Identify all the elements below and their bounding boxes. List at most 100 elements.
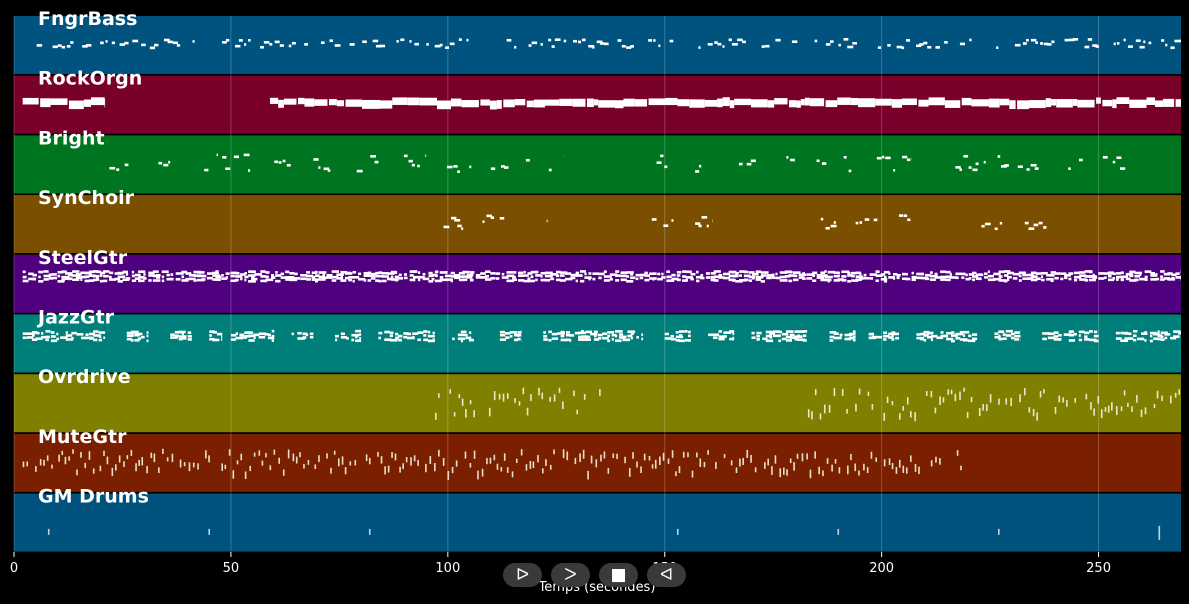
note: [454, 218, 461, 222]
note: [161, 275, 165, 279]
note: [458, 38, 462, 41]
note: [461, 227, 464, 230]
note: [81, 332, 84, 336]
note: [827, 275, 833, 279]
note: [756, 334, 760, 338]
note: [1074, 397, 1077, 403]
note: [122, 278, 130, 282]
note: [678, 330, 685, 333]
note: [201, 271, 205, 274]
note: [258, 335, 266, 339]
note-cluster: [230, 329, 275, 342]
note: [911, 275, 917, 279]
note: [1153, 403, 1156, 409]
note: [248, 339, 255, 342]
note: [678, 466, 681, 474]
note: [919, 43, 924, 46]
note: [240, 273, 246, 276]
note: [970, 396, 973, 403]
note: [239, 333, 245, 337]
note: [468, 338, 474, 342]
note: [291, 41, 296, 45]
rewind-button[interactable]: ᐊ: [647, 563, 686, 587]
note: [798, 276, 805, 279]
note: [863, 276, 870, 280]
note: [769, 332, 776, 335]
note: [372, 39, 379, 43]
note: [331, 279, 337, 282]
note: [981, 224, 985, 228]
track-label: GM Drums: [38, 486, 149, 508]
note: [794, 330, 799, 333]
note: [375, 279, 380, 282]
x-tick-label: 0: [10, 561, 18, 576]
note: [61, 270, 67, 274]
note: [93, 338, 98, 342]
note: [544, 271, 553, 275]
note: [235, 272, 240, 275]
note: [35, 337, 43, 340]
note: [945, 270, 951, 274]
note: [458, 394, 461, 399]
note: [676, 274, 681, 277]
note: [134, 333, 140, 337]
note: [947, 389, 950, 395]
note: [480, 272, 486, 275]
note: [949, 272, 952, 276]
note: [660, 154, 664, 158]
forward-button[interactable]: ᐳ: [551, 563, 590, 587]
note: [710, 278, 716, 282]
note: [1173, 330, 1181, 333]
note: [410, 457, 412, 466]
note: [509, 330, 517, 334]
note: [398, 273, 402, 277]
note: [774, 98, 788, 105]
note: [972, 333, 978, 336]
note-cluster: [656, 154, 668, 169]
note: [871, 404, 874, 410]
note: [530, 279, 535, 283]
note: [718, 273, 723, 277]
note: [658, 44, 661, 48]
note: [83, 99, 91, 107]
note: [271, 329, 275, 333]
note: [771, 466, 773, 475]
track-label: RockOrgn: [38, 68, 142, 90]
note: [955, 272, 962, 276]
note: [598, 100, 616, 108]
note: [718, 335, 726, 338]
note: [192, 462, 195, 468]
note: [899, 214, 903, 217]
note: [718, 330, 722, 333]
note: [43, 278, 49, 281]
note: [685, 270, 692, 274]
play-button[interactable]: ᐅ: [503, 563, 542, 587]
note: [1034, 167, 1039, 170]
note: [1124, 332, 1129, 335]
note: [340, 275, 343, 279]
note: [532, 461, 535, 469]
note: [1041, 271, 1048, 275]
note: [1062, 397, 1064, 403]
note: [806, 453, 808, 460]
note: [540, 278, 547, 282]
note: [193, 279, 197, 282]
note: [1124, 337, 1132, 340]
note: [161, 279, 165, 283]
note: [939, 396, 941, 406]
note: [684, 338, 691, 342]
note: [789, 336, 795, 339]
note: [285, 276, 291, 279]
note: [1003, 270, 1011, 273]
stop-button[interactable]: ■: [599, 563, 638, 587]
note: [1000, 165, 1007, 168]
note: [607, 331, 615, 334]
note: [1054, 276, 1059, 280]
drum-hit: [837, 528, 840, 535]
note: [1058, 333, 1062, 337]
note: [485, 270, 491, 274]
note: [833, 221, 836, 224]
note: [671, 219, 674, 222]
note: [379, 44, 386, 48]
note: [615, 279, 620, 282]
